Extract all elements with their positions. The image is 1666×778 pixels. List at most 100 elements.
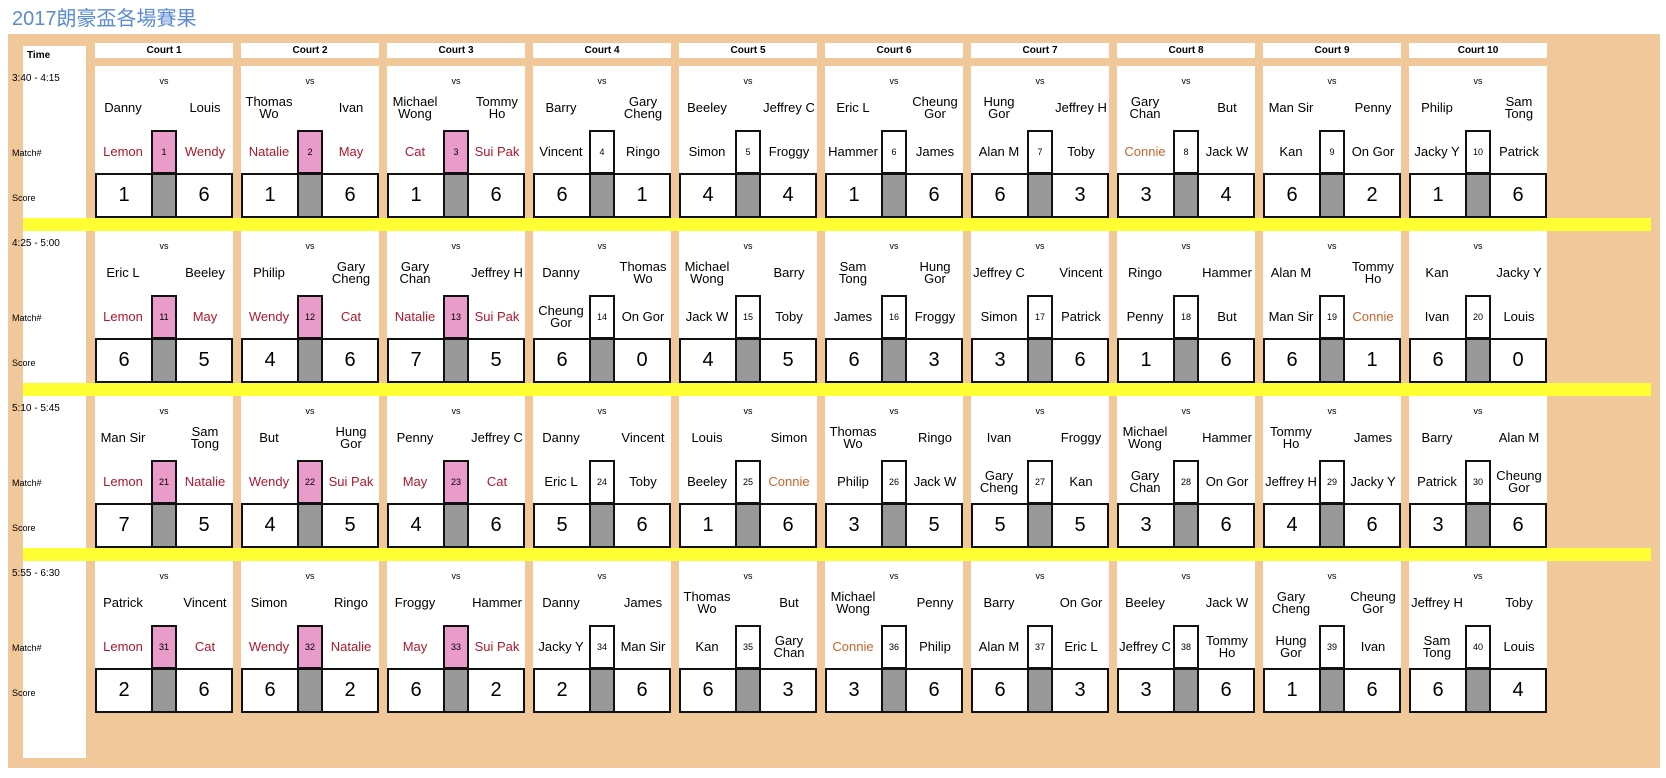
player-right: Jeffrey C bbox=[471, 430, 523, 445]
player-right: Vincent bbox=[183, 595, 227, 610]
match-card: vs Beeley Jeffrey C Simon Froggy 5 4 4 bbox=[679, 66, 817, 218]
match-block: vs But Hung Gor Wendy Sui Pak 22 4 5 bbox=[241, 396, 379, 548]
score-left: 7 bbox=[387, 338, 445, 383]
score-right: 3 bbox=[905, 338, 963, 383]
umpire-right: Cat bbox=[194, 639, 216, 654]
score-right: 1 bbox=[1343, 338, 1401, 383]
umpire-left: Patrick bbox=[1417, 474, 1457, 489]
score-row-label: Score bbox=[12, 688, 36, 698]
court-header: Court 10 bbox=[1409, 43, 1547, 58]
player-left: Gary Chan bbox=[1129, 94, 1161, 121]
umpire-right: On Gor bbox=[1351, 144, 1395, 159]
score-divider bbox=[1319, 503, 1345, 548]
score-left: 3 bbox=[825, 503, 883, 548]
time-slot-label: 3:40 - 4:15 bbox=[12, 73, 60, 84]
score-right: 5 bbox=[175, 338, 233, 383]
match-number: 11 bbox=[151, 295, 177, 339]
player-right: On Gor bbox=[1059, 595, 1103, 610]
player-left: Hung Gor bbox=[983, 94, 1015, 121]
score-left: 4 bbox=[387, 503, 445, 548]
match-card: vs Barry On Gor Alan M Eric L 37 6 3 bbox=[971, 561, 1109, 713]
umpire-left: Simon bbox=[980, 309, 1018, 324]
score-right: 3 bbox=[759, 668, 817, 713]
score-divider bbox=[1319, 338, 1345, 383]
match-block: vs Man Sir Penny Kan On Gor 9 6 2 bbox=[1263, 66, 1401, 218]
vs-label: vs bbox=[159, 76, 169, 86]
match-block: vs Jeffrey H Toby Sam Tong Louis 40 6 4 bbox=[1409, 561, 1547, 713]
score-left: 6 bbox=[1409, 338, 1467, 383]
match-block: vs Gary Cheng Cheung Gor Hung Gor Ivan 39 1 6 bbox=[1263, 561, 1401, 713]
match-card: vs Danny James Jacky Y Man Sir 34 2 6 bbox=[533, 561, 671, 713]
score-divider bbox=[151, 503, 177, 548]
player-left: Jeffrey C bbox=[973, 265, 1025, 280]
match-number: 3 bbox=[443, 130, 469, 174]
score-left: 2 bbox=[95, 668, 153, 713]
player-left: Penny bbox=[396, 430, 434, 445]
vs-label: vs bbox=[1035, 241, 1045, 251]
match-card: vs Ivan Froggy Gary Cheng Kan 27 5 5 bbox=[971, 396, 1109, 548]
match-number: 30 bbox=[1465, 460, 1491, 504]
player-left: Barry bbox=[983, 595, 1015, 610]
umpire-right: Kan bbox=[1069, 474, 1093, 489]
umpire-right: Sui Pak bbox=[328, 474, 374, 489]
match-block: vs Kan Jacky Y Ivan Louis 20 6 0 bbox=[1409, 231, 1547, 383]
player-right: Sam Tong bbox=[190, 424, 220, 451]
match-card: vs Danny Louis Lemon Wendy 1 1 6 bbox=[95, 66, 233, 218]
match-card: vs But Hung Gor Wendy Sui Pak 22 4 5 bbox=[241, 396, 379, 548]
umpire-right: Froggy bbox=[768, 144, 810, 159]
match-number: 18 bbox=[1173, 295, 1199, 339]
player-left: Jeffrey H bbox=[1411, 595, 1463, 610]
score-divider bbox=[297, 173, 323, 218]
match-number: 35 bbox=[735, 625, 761, 669]
match-number: 15 bbox=[735, 295, 761, 339]
umpire-left: Alan M bbox=[978, 144, 1020, 159]
match-card: vs Eric L Beeley Lemon May 11 6 5 bbox=[95, 231, 233, 383]
umpire-left: May bbox=[402, 474, 428, 489]
score-left: 5 bbox=[971, 503, 1029, 548]
match-card: vs Penny Jeffrey C May Cat 23 4 6 bbox=[387, 396, 525, 548]
umpire-right: Cat bbox=[486, 474, 508, 489]
umpire-right: Jacky Y bbox=[1350, 474, 1396, 489]
player-right: Tommy Ho bbox=[476, 94, 518, 121]
match-block: vs Hung Gor Jeffrey H Alan M Toby 7 6 3 bbox=[971, 66, 1109, 218]
match-card: vs Ringo Hammer Penny But 18 1 6 bbox=[1117, 231, 1255, 383]
time-header: Time bbox=[27, 50, 51, 61]
player-left: Danny bbox=[104, 100, 142, 115]
match-number: 4 bbox=[589, 130, 615, 174]
umpire-right: Man Sir bbox=[620, 639, 666, 654]
match-block: vs Philip Gary Cheng Wendy Cat 12 4 6 bbox=[241, 231, 379, 383]
player-left: Beeley bbox=[1125, 595, 1165, 610]
umpire-right: Sui Pak bbox=[474, 309, 520, 324]
player-left: Man Sir bbox=[1268, 100, 1314, 115]
player-left: Froggy bbox=[394, 595, 436, 610]
match-card: vs Michael Wong Barry Jack W Toby 15 4 5 bbox=[679, 231, 817, 383]
player-right: Barry bbox=[773, 265, 805, 280]
score-divider bbox=[589, 503, 615, 548]
score-divider bbox=[1173, 668, 1199, 713]
score-right: 6 bbox=[467, 173, 525, 218]
score-right: 6 bbox=[613, 668, 671, 713]
score-divider bbox=[1465, 338, 1491, 383]
score-right: 6 bbox=[321, 173, 379, 218]
umpire-left: Jacky Y bbox=[538, 639, 584, 654]
court-header: Court 5 bbox=[679, 43, 817, 58]
vs-label: vs bbox=[889, 406, 899, 416]
player-right: But bbox=[779, 595, 799, 610]
score-left: 6 bbox=[971, 173, 1029, 218]
score-right: 6 bbox=[613, 503, 671, 548]
score-left: 4 bbox=[1263, 503, 1321, 548]
match-block: vs Danny Vincent Eric L Toby 24 5 6 bbox=[533, 396, 671, 548]
player-right: James bbox=[1353, 430, 1393, 445]
player-right: Hung Gor bbox=[919, 259, 951, 286]
time-slot-label: 5:55 - 6:30 bbox=[12, 568, 60, 579]
umpire-left: Beeley bbox=[687, 474, 727, 489]
vs-label: vs bbox=[743, 76, 753, 86]
time-column: Time bbox=[23, 46, 86, 758]
vs-label: vs bbox=[597, 241, 607, 251]
score-row-label: Score bbox=[12, 358, 36, 368]
match-card: vs Michael Wong Tommy Ho Cat Sui Pak 3 1 6 bbox=[387, 66, 525, 218]
player-left: Alan M bbox=[1270, 265, 1312, 280]
match-number: 13 bbox=[443, 295, 469, 339]
match-number: 8 bbox=[1173, 130, 1199, 174]
score-right: 6 bbox=[905, 668, 963, 713]
